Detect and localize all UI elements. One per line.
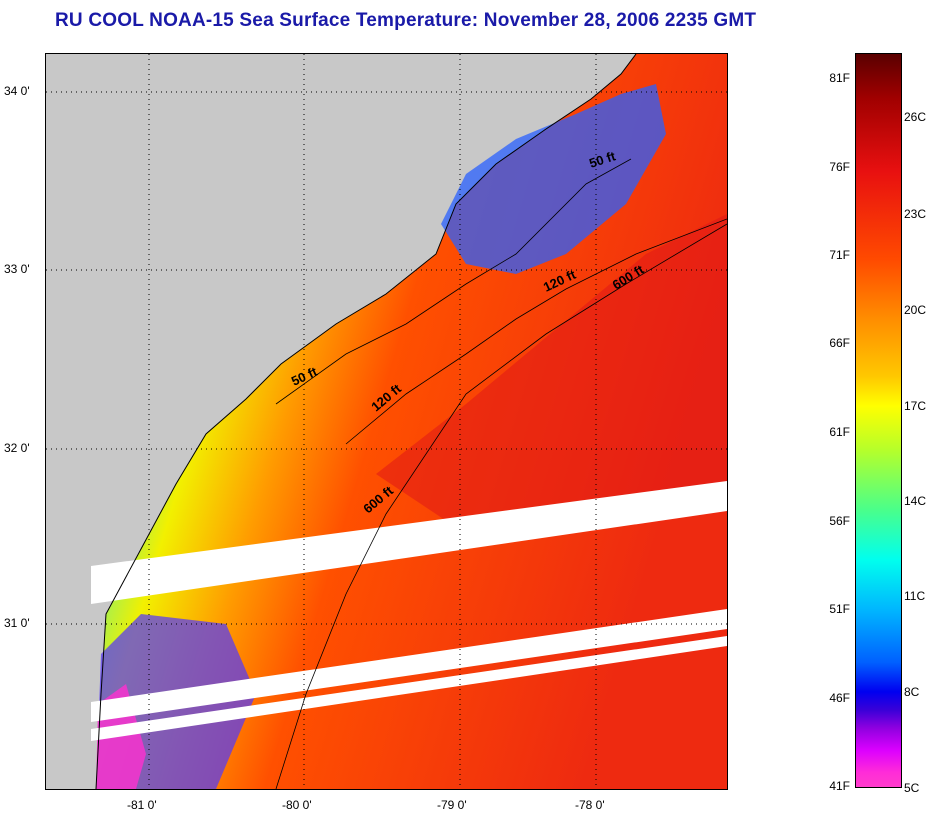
lon-label: -80 0'	[282, 798, 312, 812]
colorbar-f-label: 41F	[829, 779, 850, 793]
colorbar-f-label: 56F	[829, 514, 850, 528]
lon-label: -81 0'	[127, 798, 157, 812]
sst-map-graphic: 50 ft 120 ft 600 ft 50 ft 120 ft 600 ft	[46, 54, 727, 789]
colorbar-c-label: 26C	[904, 110, 927, 124]
isobath-50ft	[275, 158, 632, 405]
isobath-120ft	[345, 218, 727, 445]
coastline	[95, 54, 637, 789]
colorbar-f-label: 61F	[829, 425, 850, 439]
warm-core	[376, 214, 727, 534]
cold-water-north	[441, 84, 666, 274]
colorbar-f-label: 81F	[829, 71, 850, 85]
isobath-600ft	[275, 223, 727, 789]
sst-map: 50 ft 120 ft 600 ft 50 ft 120 ft 600 ft	[45, 53, 728, 790]
colorbar-f-label: 46F	[829, 691, 850, 705]
map-title: RU COOL NOAA-15 Sea Surface Temperature:…	[55, 10, 757, 31]
colorbar-f-label: 76F	[829, 160, 850, 174]
lat-label: 33 0'	[4, 262, 30, 276]
colorbar-c-label: 8C	[904, 685, 920, 699]
graticule	[46, 54, 727, 789]
colorbar-c-label: 14C	[904, 494, 927, 508]
colorbar-c-label: 17C	[904, 399, 927, 413]
colorbar-c-label: 5C	[904, 781, 920, 795]
colorbar-c-label: 11C	[904, 589, 926, 603]
colorbar-f-label: 51F	[829, 602, 850, 616]
colorbar-c-label: 20C	[904, 303, 927, 317]
lat-label: 32 0'	[4, 441, 30, 455]
lat-label: 31 0'	[4, 616, 30, 630]
missing-data-swath	[91, 636, 727, 741]
lon-label: -79 0'	[437, 798, 467, 812]
missing-data-swath	[91, 609, 727, 722]
lon-label: -78 0'	[575, 798, 605, 812]
lat-label: 34 0'	[4, 84, 30, 98]
temperature-colorbar	[855, 53, 902, 788]
colorbar-c-label: 23C	[904, 207, 927, 221]
colorbar-f-label: 66F	[829, 336, 850, 350]
missing-data-swath	[91, 481, 727, 604]
colorbar-f-label: 71F	[829, 248, 850, 262]
